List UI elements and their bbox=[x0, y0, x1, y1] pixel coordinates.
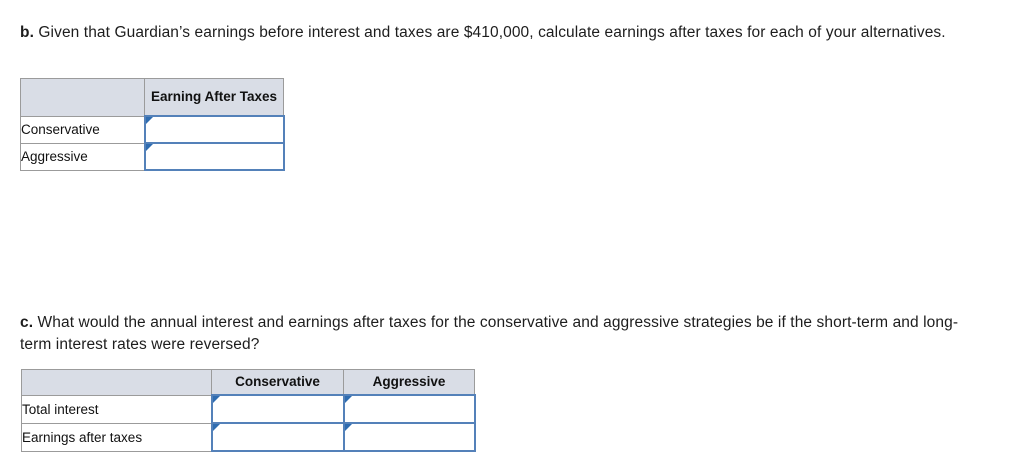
input-value[interactable] bbox=[146, 144, 283, 169]
corner-header-cell bbox=[21, 369, 212, 396]
question-b-marker: b. bbox=[20, 23, 34, 41]
table-row: Total interest bbox=[21, 394, 476, 424]
input-value[interactable] bbox=[345, 396, 474, 422]
question-b-body: Given that Guardian’s earnings before in… bbox=[33, 23, 946, 41]
input-value[interactable] bbox=[146, 117, 283, 142]
table-row: Aggressive bbox=[20, 142, 285, 171]
earnings-after-taxes-table: Earning After Taxes Conservative Aggress… bbox=[20, 78, 285, 171]
question-c-body: What would the annual interest and earni… bbox=[20, 313, 959, 353]
input-value[interactable] bbox=[213, 396, 343, 422]
input-total-interest-conservative[interactable] bbox=[210, 394, 345, 424]
question-b-text: b. Given that Guardian’s earnings before… bbox=[20, 22, 988, 44]
table-header-row: Earning After Taxes bbox=[20, 78, 284, 117]
row-label-earnings-after-taxes: Earnings after taxes bbox=[21, 422, 212, 452]
input-aggressive-earning-after-taxes[interactable] bbox=[143, 142, 285, 171]
input-total-interest-aggressive[interactable] bbox=[342, 394, 476, 424]
corner-header-cell bbox=[20, 78, 145, 117]
column-header-conservative: Conservative bbox=[211, 369, 344, 396]
input-earnings-after-taxes-aggressive[interactable] bbox=[342, 422, 476, 452]
input-value[interactable] bbox=[345, 424, 474, 450]
table-header-row: Conservative Aggressive bbox=[21, 369, 475, 396]
question-c-marker: c. bbox=[20, 313, 34, 331]
table-row: Conservative bbox=[20, 115, 285, 144]
question-c-text: c. What would the annual interest and ea… bbox=[20, 312, 988, 356]
column-header-aggressive: Aggressive bbox=[343, 369, 475, 396]
input-conservative-earning-after-taxes[interactable] bbox=[143, 115, 285, 144]
table-row: Earnings after taxes bbox=[21, 422, 476, 452]
reversed-rates-table: Conservative Aggressive Total interest E… bbox=[21, 369, 476, 452]
row-label-aggressive: Aggressive bbox=[20, 142, 145, 171]
input-value[interactable] bbox=[213, 424, 343, 450]
row-label-conservative: Conservative bbox=[20, 115, 145, 144]
input-earnings-after-taxes-conservative[interactable] bbox=[210, 422, 345, 452]
row-label-total-interest: Total interest bbox=[21, 394, 212, 424]
column-header-earning-after-taxes: Earning After Taxes bbox=[144, 78, 284, 117]
